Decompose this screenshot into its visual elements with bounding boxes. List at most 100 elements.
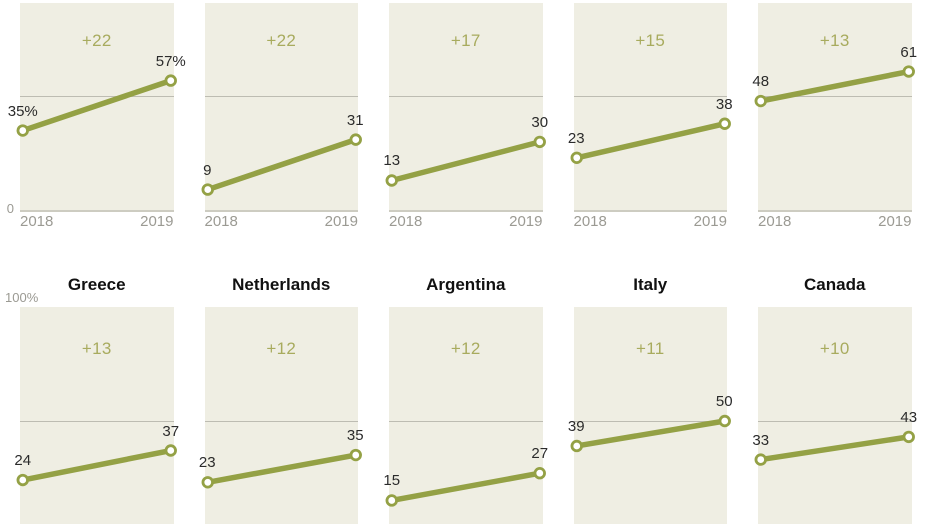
change-label: +12 (450, 339, 481, 358)
x-tick-2018: 2018 (758, 213, 792, 230)
end-point (349, 448, 362, 462)
x-tick-2018: 2018 (389, 213, 423, 230)
start-value-label: 39 (567, 417, 585, 435)
change-label: +10 (819, 339, 850, 358)
end-value-label: 37 (162, 422, 180, 440)
change-label: +13 (819, 31, 850, 50)
gridline-50 (758, 420, 912, 422)
end-point (349, 133, 362, 146)
plot-area (204, 3, 358, 212)
x-tick-2019: 2019 (878, 213, 912, 230)
trend-segment (760, 434, 910, 463)
gridline-50 (20, 420, 174, 422)
country-title: Greece (67, 275, 126, 294)
trend-segment (760, 68, 910, 104)
trend-chart-panel: Canada 33 43 +10 (752, 0, 917, 524)
change-label: +13 (81, 339, 112, 358)
end-point (533, 135, 546, 149)
trend-line-svg (754, 430, 915, 466)
start-value-label: 23 (567, 129, 585, 147)
start-point (385, 174, 398, 187)
start-value-label: 15 (383, 472, 401, 490)
start-point (754, 453, 767, 466)
trend-segment (206, 137, 357, 193)
trend-line-svg (201, 448, 362, 489)
plot-area (758, 3, 912, 212)
trend-chart-panel: Italy 39 50 +11 (568, 0, 733, 524)
x-tick-2019: 2019 (509, 213, 543, 230)
end-value-label: 31 (346, 111, 364, 129)
x-tick-2019: 2019 (140, 213, 174, 230)
start-point (570, 439, 583, 453)
trend-line-svg (570, 117, 731, 164)
start-value-label: 23 (198, 454, 216, 472)
trend-segment (575, 121, 725, 161)
change-label: +11 (636, 339, 665, 358)
start-point (570, 151, 583, 164)
country-title: Canada (804, 275, 866, 294)
change-label: +17 (450, 31, 481, 50)
country-title: Argentina (426, 275, 506, 294)
gridline-50 (204, 96, 358, 97)
trend-chart-panel: Argentina 15 27 +12 (383, 0, 548, 524)
trend-segment (206, 452, 356, 485)
trend-chart-panel: 48 61 +13 2018 2019 (752, 0, 917, 524)
start-point (754, 94, 767, 108)
trend-segment (575, 418, 725, 449)
start-point (385, 494, 398, 507)
end-value-label: 43 (900, 408, 918, 426)
start-point (201, 476, 214, 489)
gridline-50 (389, 420, 543, 422)
start-value-label: 13 (383, 152, 401, 170)
start-value-label: 9 (203, 161, 212, 179)
trend-line-svg (754, 65, 915, 108)
start-value-label: 48 (752, 73, 770, 91)
end-value-label: 50 (715, 393, 733, 410)
gridline-50 (758, 96, 912, 97)
trend-line-svg (385, 135, 546, 187)
x-tick-2018: 2018 (204, 213, 238, 230)
trend-chart-panel: 23 38 +15 2018 2019 (568, 0, 733, 524)
x-tick-2018: 2018 (20, 213, 54, 230)
end-value-label: 35 (346, 427, 364, 445)
end-value-label: 38 (715, 95, 733, 113)
end-value-label: 61 (900, 43, 918, 61)
x-tick-2019: 2019 (324, 213, 358, 230)
gridline-50 (204, 420, 358, 422)
end-point (164, 74, 177, 87)
plot-area (758, 307, 912, 524)
trend-chart-panel: 13 30 +17 2018 2019 (383, 0, 548, 524)
x-tick-2019: 2019 (693, 213, 727, 230)
country-title: Italy (633, 275, 668, 294)
end-point (902, 65, 915, 78)
start-value-label: 35% (7, 102, 38, 120)
plot-area (204, 307, 358, 524)
gridline-50 (573, 96, 727, 97)
trend-line-svg (16, 444, 177, 487)
end-value-label: 57% (155, 52, 186, 70)
plot-area (20, 307, 174, 524)
y-axis-zero-label: 0 (6, 201, 14, 216)
trend-line-svg (385, 467, 546, 507)
end-point (533, 467, 546, 480)
start-value-label: 33 (752, 431, 770, 449)
change-label: +15 (635, 31, 666, 50)
change-label: +22 (266, 31, 297, 50)
trend-segment (391, 470, 541, 504)
start-value-label: 24 (14, 452, 32, 470)
end-point (902, 430, 915, 444)
plot-area (573, 3, 727, 212)
end-value-label: 27 (531, 445, 549, 463)
y-axis-100-label: 100% (5, 290, 39, 305)
trend-segment (391, 139, 541, 184)
change-label: +22 (81, 31, 112, 50)
gridline-50 (20, 96, 174, 97)
trend-segment (21, 78, 172, 134)
trend-chart-panel: Greece 24 37 +13 (14, 0, 179, 524)
trend-segment (22, 447, 172, 483)
start-point (201, 183, 214, 196)
end-point (718, 117, 731, 130)
start-point (16, 124, 29, 137)
trend-line-svg (201, 133, 362, 196)
start-point (16, 473, 29, 487)
